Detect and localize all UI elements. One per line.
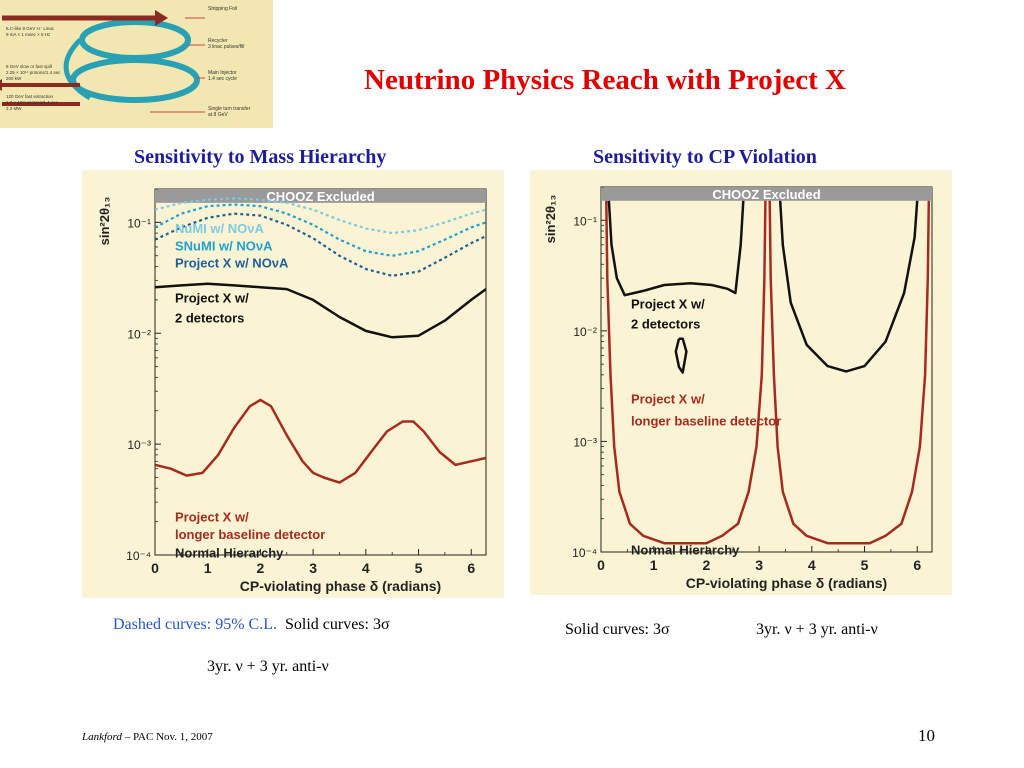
- series-label: NuMI w/ NOνA: [175, 221, 264, 236]
- diagram-label: 2.25 × 10¹⁴ protons/1.4 sec: [6, 70, 61, 75]
- diagram-label: 9 mA × 1 msec × 5 Hz: [6, 32, 51, 37]
- series-label: Project X w/: [631, 296, 705, 311]
- x-tick-label: 6: [913, 557, 921, 573]
- left-caption-exposure: 3yr. ν + 3 yr. anti-ν: [207, 658, 329, 675]
- mass-hierarchy-chart: CHOOZ Excluded 10⁻¹ 10⁻² 10⁻³ 10⁻⁴0 1 2 3 4 5 6 CP-…: [82, 170, 504, 598]
- diagram-label: 1.4 sec cycle: [208, 76, 237, 82]
- series-line: [155, 203, 486, 257]
- diagram-label: 200 kW: [6, 76, 22, 81]
- solid-caption: Solid curves: 3σ: [284, 616, 390, 633]
- series-line: [778, 200, 919, 373]
- diagram-label: Recycler: [208, 38, 228, 44]
- x-tick-label: 3: [309, 560, 317, 576]
- series-label: Project X w/: [175, 510, 249, 525]
- series-label: longer baseline detector: [631, 413, 781, 428]
- series-line: [607, 200, 745, 297]
- series-label: Normal Hierarchy: [631, 542, 740, 557]
- y-axis-label: sin²2θ₁₃: [97, 197, 112, 246]
- series-label: Project X w/: [175, 290, 249, 305]
- x-tick-label: 4: [362, 560, 370, 576]
- diagram-label: 120 GeV fast extraction: [6, 94, 54, 99]
- series-label: 2 detectors: [175, 311, 244, 326]
- chooz-excluded-region: [601, 187, 932, 201]
- y-tick-label: 10⁻²: [127, 327, 151, 341]
- y-tick-label: 10⁻³: [127, 438, 151, 452]
- x-tick-label: 1: [204, 560, 212, 576]
- x-tick-label: 1: [650, 557, 658, 573]
- y-tick-label: 10⁻²: [573, 325, 597, 339]
- diagram-label: at 8 GeV: [208, 112, 228, 118]
- footer-author: Lankford: [82, 731, 122, 743]
- x-tick-label: 5: [861, 557, 869, 573]
- diagram-label: 3 linac pulses/fill: [208, 44, 244, 50]
- chooz-excluded-label: CHOOZ Excluded: [266, 189, 374, 204]
- series-line: [155, 197, 486, 235]
- left-panel-heading: Sensitivity to Mass Hierarchy: [134, 146, 387, 168]
- x-tick-label: 0: [597, 557, 605, 573]
- series-label: Project X w/: [631, 392, 705, 407]
- series-label: 2 detectors: [631, 317, 700, 332]
- y-tick-label: 10⁻¹: [573, 214, 597, 228]
- x-tick-label: 5: [415, 560, 423, 576]
- footer-text: – PAC Nov. 1, 2007: [121, 731, 213, 743]
- series-line: [605, 200, 767, 545]
- series-line: [155, 282, 486, 339]
- diagram-label: Stripping Foil: [208, 6, 237, 12]
- diagram-label: 1.7 × 10¹⁴ protons/1.4 sec: [6, 100, 59, 105]
- chooz-excluded-region: [155, 189, 486, 203]
- x-tick-label: 6: [467, 560, 475, 576]
- y-axis-label: sin²2θ₁₃: [543, 195, 558, 244]
- x-tick-label: 4: [808, 557, 816, 573]
- series-label: longer baseline detector: [175, 527, 325, 542]
- y-tick-label: 10⁻⁴: [126, 549, 151, 563]
- y-tick-label: 10⁻¹: [127, 216, 151, 230]
- series-label: SNuMI w/ NOνA: [175, 238, 273, 253]
- main-injector-ring: [70, 57, 200, 103]
- right-panel-heading: Sensitivity to CP Violation: [593, 146, 817, 168]
- series-line: [768, 200, 931, 545]
- x-tick-label: 2: [703, 557, 711, 573]
- dashed-caption: Dashed curves: 95% C.L.: [113, 616, 277, 633]
- x-tick-label: 0: [151, 560, 159, 576]
- slide-title: Neutrino Physics Reach with Project X: [364, 64, 846, 96]
- right-caption-exposure: 3yr. ν + 3 yr. anti-ν: [756, 621, 878, 638]
- x-tick-label: 3: [755, 557, 763, 573]
- linac-arrow: [155, 10, 168, 26]
- cp-violation-chart: CHOOZ Excluded 10⁻¹ 10⁻² 10⁻³ 10⁻⁴0 1 2 3 4 5 6 CP-…: [530, 170, 952, 595]
- chart-background: [82, 170, 504, 598]
- diagram-label: ILC-like 8 GeV H⁻ Linac: [6, 26, 55, 31]
- chooz-excluded-label: CHOOZ Excluded: [712, 187, 820, 202]
- accelerator-diagram: Stripping Foil Recycler 3 linac pulses/f…: [0, 0, 273, 128]
- y-tick-label: 10⁻³: [573, 435, 597, 449]
- accelerator-diagram-svg: Stripping Foil Recycler 3 linac pulses/f…: [0, 6, 251, 118]
- diagram-label: Main Injector: [208, 70, 237, 76]
- left-caption-line1: Dashed curves: 95% C.L. Solid curves: 3σ: [113, 616, 390, 634]
- x-axis-label: CP-violating phase δ (radians): [240, 578, 441, 594]
- series-label: Normal Hierarchy: [175, 545, 284, 560]
- page-number: 10: [918, 726, 935, 745]
- diagram-label: 8 GeV slow or fast spill: [6, 64, 52, 69]
- series-line: [674, 337, 688, 374]
- recycler-ring: [79, 19, 191, 61]
- transfer-line: [63, 38, 92, 101]
- series-line: [155, 398, 486, 484]
- x-tick-label: 2: [257, 560, 265, 576]
- right-caption-solid: Solid curves: 3σ: [565, 621, 670, 638]
- diagram-label: Single turn transfer: [208, 106, 251, 112]
- series-label: Project X w/ NOνA: [175, 256, 289, 271]
- diagram-label: 2.3 MW: [6, 106, 22, 111]
- series-line: [155, 212, 486, 277]
- y-tick-label: 10⁻⁴: [572, 546, 597, 560]
- x-axis-label: CP-violating phase δ (radians): [686, 575, 887, 591]
- footer: Lankford – PAC Nov. 1, 2007: [82, 731, 213, 743]
